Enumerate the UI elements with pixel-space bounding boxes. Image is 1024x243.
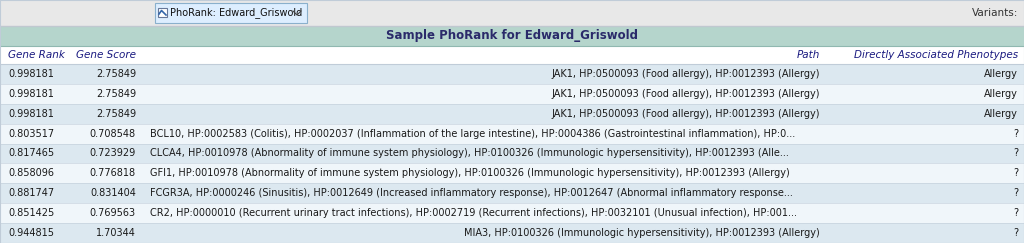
Text: 0.831404: 0.831404 [90,188,136,198]
Bar [0,124,1024,144]
Text: 0.998181: 0.998181 [8,89,54,99]
Text: JAK1, HP:0500093 (Food allergy), HP:0012393 (Allergy): JAK1, HP:0500093 (Food allergy), HP:0012… [552,69,820,79]
Text: 2.75849: 2.75849 [96,109,136,119]
Bar [0,183,1024,203]
Text: CR2, HP:0000010 (Recurrent urinary tract infections), HP:0002719 (Recurrent infe: CR2, HP:0000010 (Recurrent urinary tract… [150,208,797,218]
Text: 0.817465: 0.817465 [8,148,54,158]
Text: 0.803517: 0.803517 [8,129,54,139]
Text: 2.75849: 2.75849 [96,69,136,79]
Text: 0.851425: 0.851425 [8,208,54,218]
Text: Sample PhoRank for Edward_Griswold: Sample PhoRank for Edward_Griswold [386,29,638,43]
Text: ?: ? [1013,148,1018,158]
Text: Allergy: Allergy [984,89,1018,99]
Bar [0,164,1024,183]
Text: Path: Path [797,50,820,60]
Text: ?: ? [1013,188,1018,198]
Text: 0.708548: 0.708548 [90,129,136,139]
Bar [0,26,1024,46]
Text: Variants:: Variants: [972,8,1018,18]
Bar [0,144,1024,164]
Text: 2.75849: 2.75849 [96,89,136,99]
Bar [0,64,1024,84]
Bar [0,46,1024,64]
Text: GFI1, HP:0010978 (Abnormality of immune system physiology), HP:0100326 (Immunolo: GFI1, HP:0010978 (Abnormality of immune … [150,168,790,178]
Text: 0.944815: 0.944815 [8,228,54,238]
Text: JAK1, HP:0500093 (Food allergy), HP:0012393 (Allergy): JAK1, HP:0500093 (Food allergy), HP:0012… [552,109,820,119]
Bar [0,203,1024,223]
Text: 0.769563: 0.769563 [90,208,136,218]
Text: CLCA4, HP:0010978 (Abnormality of immune system physiology), HP:0100326 (Immunol: CLCA4, HP:0010978 (Abnormality of immune… [150,148,788,158]
Text: Gene Score: Gene Score [76,50,136,60]
Text: FCGR3A, HP:0000246 (Sinusitis), HP:0012649 (Increased inflammatory response), HP: FCGR3A, HP:0000246 (Sinusitis), HP:00126… [150,188,793,198]
Text: Allergy: Allergy [984,69,1018,79]
Text: 0.998181: 0.998181 [8,109,54,119]
Text: JAK1, HP:0500093 (Food allergy), HP:0012393 (Allergy): JAK1, HP:0500093 (Food allergy), HP:0012… [552,89,820,99]
Text: PhoRank: Edward_Griswold: PhoRank: Edward_Griswold [170,8,302,18]
Bar [0,0,1024,26]
Text: 0.858096: 0.858096 [8,168,54,178]
Bar [158,8,167,17]
Text: MIA3, HP:0100326 (Immunologic hypersensitivity), HP:0012393 (Allergy): MIA3, HP:0100326 (Immunologic hypersensi… [464,228,820,238]
Text: Gene Rank: Gene Rank [8,50,65,60]
Bar [0,104,1024,124]
Text: 0.881747: 0.881747 [8,188,54,198]
Bar [0,223,1024,243]
Text: ?: ? [1013,208,1018,218]
Text: Allergy: Allergy [984,109,1018,119]
Text: 0.776818: 0.776818 [90,168,136,178]
Text: ?: ? [1013,228,1018,238]
Text: ?: ? [1013,168,1018,178]
Bar [0,84,1024,104]
Bar [155,3,307,23]
Text: BCL10, HP:0002583 (Colitis), HP:0002037 (Inflammation of the large intestine), H: BCL10, HP:0002583 (Colitis), HP:0002037 … [150,129,796,139]
Text: 1.70344: 1.70344 [96,228,136,238]
Text: 0.723929: 0.723929 [90,148,136,158]
Text: 0.998181: 0.998181 [8,69,54,79]
Text: ?: ? [1013,129,1018,139]
Text: Directly Associated Phenotypes: Directly Associated Phenotypes [854,50,1018,60]
